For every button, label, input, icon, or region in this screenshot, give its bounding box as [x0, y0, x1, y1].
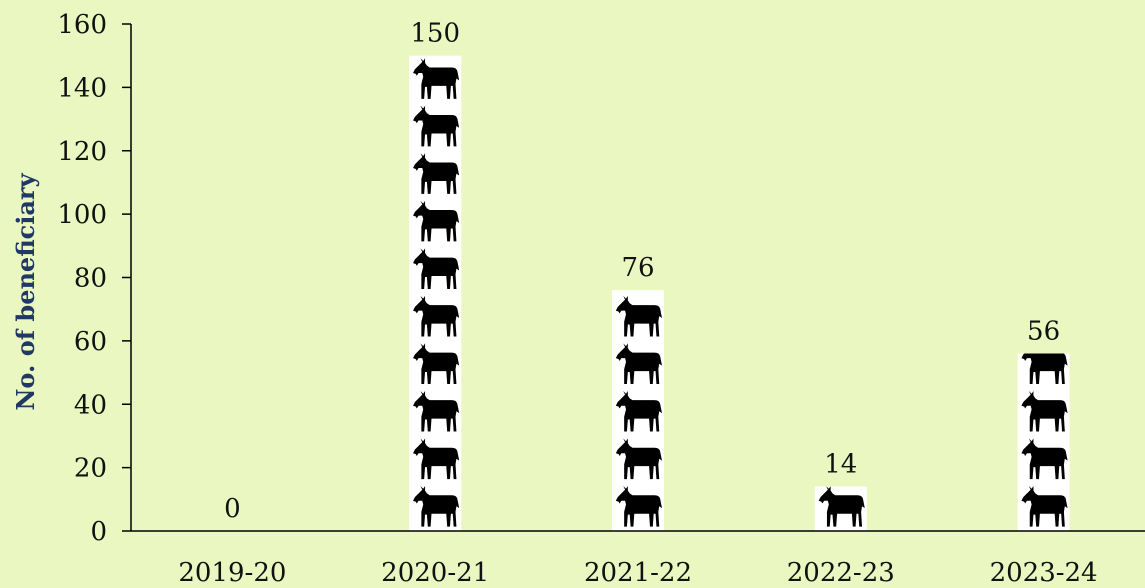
data-label: 150 [410, 19, 460, 49]
x-tick-label: 2020-21 [381, 558, 489, 588]
y-tick-label: 40 [74, 390, 107, 420]
y-tick-label: 80 [74, 264, 107, 294]
data-label: 56 [1027, 317, 1060, 347]
y-tick-label: 160 [57, 10, 107, 40]
y-tick-label: 0 [90, 517, 107, 547]
bar-2020-21 [409, 55, 462, 531]
data-label: 76 [621, 253, 654, 283]
y-tick-label: 20 [74, 454, 107, 484]
x-tick-label: 2021-22 [584, 558, 692, 588]
x-tick-label: 2019-20 [178, 558, 286, 588]
data-label: 14 [824, 450, 857, 480]
bar-2023-24 [1017, 353, 1070, 531]
x-tick-label: 2022-23 [787, 558, 895, 588]
x-tick-label: 2023-24 [990, 558, 1098, 588]
data-label: 0 [224, 494, 241, 524]
bar-2021-22 [612, 290, 664, 531]
y-tick-label: 140 [57, 73, 107, 103]
bar-2022-23 [814, 486, 867, 531]
y-tick-label: 60 [74, 327, 107, 357]
y-axis-title: No. of beneficiary [11, 172, 40, 410]
y-tick-label: 120 [57, 137, 107, 167]
y-tick-label: 100 [57, 200, 107, 230]
